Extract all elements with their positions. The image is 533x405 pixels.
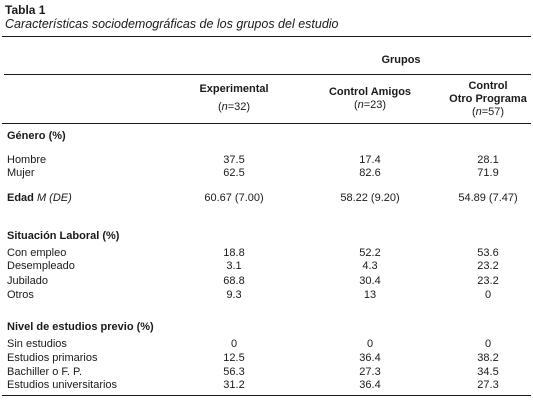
cell-value: 37.5 [223,154,245,166]
row-label: Estudios primarios [7,352,98,364]
cell-value: 60.67 (7.00) [204,192,264,204]
top-rule [2,36,531,37]
column-header-experimental: Experimental [199,83,269,95]
column-header-control-amigos: Control Amigos [328,86,412,98]
section-title-estudios: Nivel de estudios previo (%) [7,321,154,333]
table-label: Tabla 1 [5,3,46,17]
cell-value: 12.5 [223,352,245,364]
cell-value: 58.22 (9.20) [340,192,400,204]
header-rule [2,123,531,124]
row-label-edad: Edad M (DE) [7,192,72,204]
row-label: Bachiller o F. P. [7,366,83,378]
row-label: Sin estudios [7,338,67,350]
row-label: Mujer [7,167,35,179]
table-caption: Características sociodemográficas de los… [5,17,339,31]
cell-value: 0 [230,338,238,350]
bottom-rule [2,395,531,396]
section-title-genero: Género (%) [7,130,66,142]
cell-value: 52.2 [359,247,381,259]
cell-value: 54.89 (7.47) [458,192,518,204]
cell-value: 0 [484,338,492,350]
cell-value: 36.4 [359,352,381,364]
cell-value: 18.8 [223,247,245,259]
group-header: Grupos [381,54,421,66]
cell-value: 9.3 [226,289,242,301]
cell-value: 28.1 [477,154,499,166]
cell-value: 27.3 [359,366,381,378]
cell-value: 62.5 [223,167,245,179]
row-label: Jubilado [7,275,48,287]
cell-value: 53.6 [477,247,499,259]
row-label: Desempleado [7,260,75,272]
cell-value: 34.5 [477,366,499,378]
cell-value: 0 [484,289,492,301]
cell-value: 4.3 [362,260,378,272]
row-label: Hombre [7,154,47,166]
cell-value: 68.8 [223,275,245,287]
cell-value: 82.6 [359,167,381,179]
cell-value: 17.4 [359,154,381,166]
group-rule [4,74,531,75]
cell-value: 27.3 [477,379,499,391]
column-n-control-otro: (n=57) [471,106,505,118]
cell-value: 71.9 [477,167,499,179]
column-header-control: Control [468,80,508,92]
cell-value: 0 [366,338,374,350]
cell-value: 30.4 [359,275,381,287]
cell-value: 3.1 [226,260,242,272]
row-label: Con empleo [7,247,67,259]
cell-value: 56.3 [223,366,245,378]
cell-value: 13 [363,289,377,301]
row-label: Estudios universitarios [7,379,118,391]
cell-value: 23.2 [477,275,499,287]
column-n-experimental: (n=32) [217,101,251,113]
cell-value: 38.2 [477,352,499,364]
row-label: Otros [7,289,34,301]
column-header-otro-programa: Otro Programa [449,93,527,105]
column-n-control-amigos: (n=23) [353,99,387,111]
cell-value: 31.2 [223,379,245,391]
cell-value: 36.4 [359,379,381,391]
cell-value: 23.2 [477,260,499,272]
section-title-laboral: Situación Laboral (%) [7,230,120,242]
